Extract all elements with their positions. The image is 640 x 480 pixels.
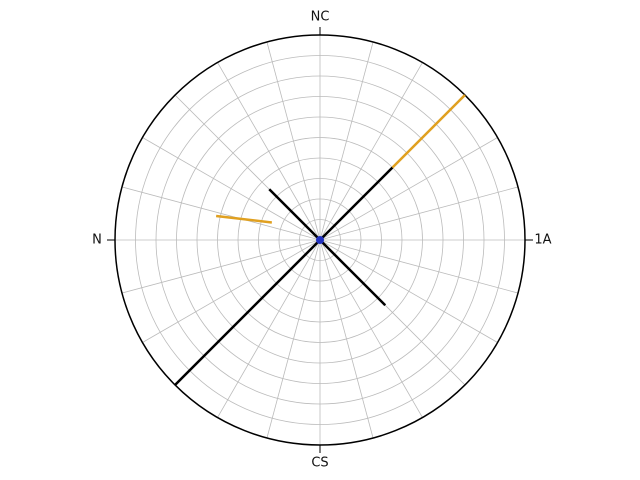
theta-label: 1A <box>534 233 551 248</box>
grid-spoke <box>121 186 321 241</box>
grid-spoke <box>266 239 321 439</box>
grid-spoke <box>319 186 519 241</box>
theta-label: CS <box>311 456 328 471</box>
grid-spoke <box>217 239 321 418</box>
grid-spoke <box>319 239 374 439</box>
grid-spoke <box>142 137 321 241</box>
series-line <box>174 166 394 386</box>
grid-spoke <box>319 137 498 241</box>
grid-spoke <box>319 239 498 343</box>
grid-spoke <box>142 239 321 343</box>
theta-label: N <box>92 233 102 248</box>
series-line <box>268 188 387 307</box>
grid-spoke <box>266 41 321 241</box>
grid-spoke <box>217 62 321 241</box>
center-dot <box>316 236 324 244</box>
series-line <box>391 94 466 169</box>
grid-spoke <box>121 239 321 294</box>
theta-label: NC <box>311 10 330 25</box>
grid-spoke <box>319 239 423 418</box>
grid-spoke <box>319 239 519 294</box>
series-line <box>215 214 272 224</box>
grid-spoke <box>319 41 374 241</box>
grid-spoke <box>319 62 423 241</box>
